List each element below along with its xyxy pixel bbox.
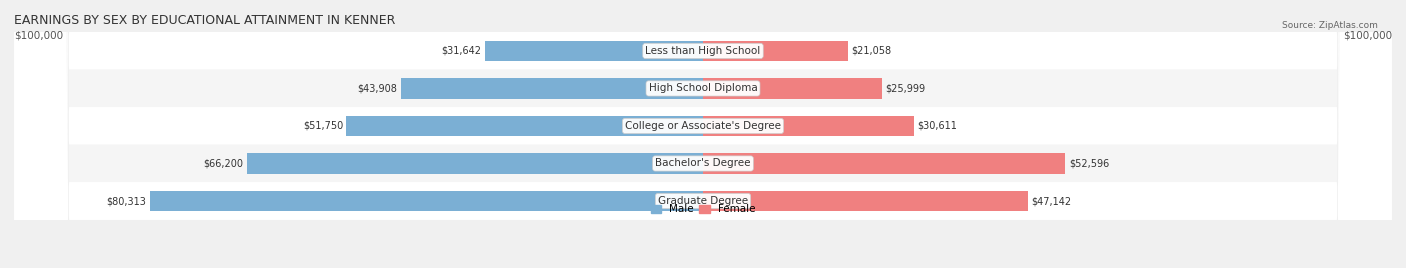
Bar xyxy=(703,153,1066,174)
Text: $100,000: $100,000 xyxy=(14,30,63,40)
Text: $31,642: $31,642 xyxy=(441,46,482,56)
Text: $66,200: $66,200 xyxy=(204,158,243,169)
Text: $100,000: $100,000 xyxy=(1343,30,1392,40)
Text: Source: ZipAtlas.com: Source: ZipAtlas.com xyxy=(1282,21,1378,31)
Text: $25,999: $25,999 xyxy=(886,83,925,94)
Bar xyxy=(149,191,703,211)
Bar xyxy=(703,191,1028,211)
Text: $52,596: $52,596 xyxy=(1069,158,1109,169)
Text: $80,313: $80,313 xyxy=(107,196,146,206)
FancyBboxPatch shape xyxy=(14,0,1392,268)
Bar xyxy=(703,40,848,61)
FancyBboxPatch shape xyxy=(14,0,1392,268)
Bar xyxy=(485,40,703,61)
Bar xyxy=(401,78,703,99)
Text: $21,058: $21,058 xyxy=(852,46,891,56)
Bar xyxy=(247,153,703,174)
Legend: Male, Female: Male, Female xyxy=(647,200,759,218)
Text: Bachelor's Degree: Bachelor's Degree xyxy=(655,158,751,169)
Text: College or Associate's Degree: College or Associate's Degree xyxy=(626,121,780,131)
Bar xyxy=(703,78,882,99)
Bar xyxy=(703,116,914,136)
Text: Graduate Degree: Graduate Degree xyxy=(658,196,748,206)
Text: $51,750: $51,750 xyxy=(302,121,343,131)
FancyBboxPatch shape xyxy=(14,0,1392,268)
Bar xyxy=(346,116,703,136)
FancyBboxPatch shape xyxy=(14,0,1392,268)
Text: High School Diploma: High School Diploma xyxy=(648,83,758,94)
Text: $43,908: $43,908 xyxy=(357,83,396,94)
FancyBboxPatch shape xyxy=(14,0,1392,268)
Text: $47,142: $47,142 xyxy=(1031,196,1071,206)
Text: $30,611: $30,611 xyxy=(917,121,957,131)
Text: Less than High School: Less than High School xyxy=(645,46,761,56)
Text: EARNINGS BY SEX BY EDUCATIONAL ATTAINMENT IN KENNER: EARNINGS BY SEX BY EDUCATIONAL ATTAINMEN… xyxy=(14,14,395,27)
